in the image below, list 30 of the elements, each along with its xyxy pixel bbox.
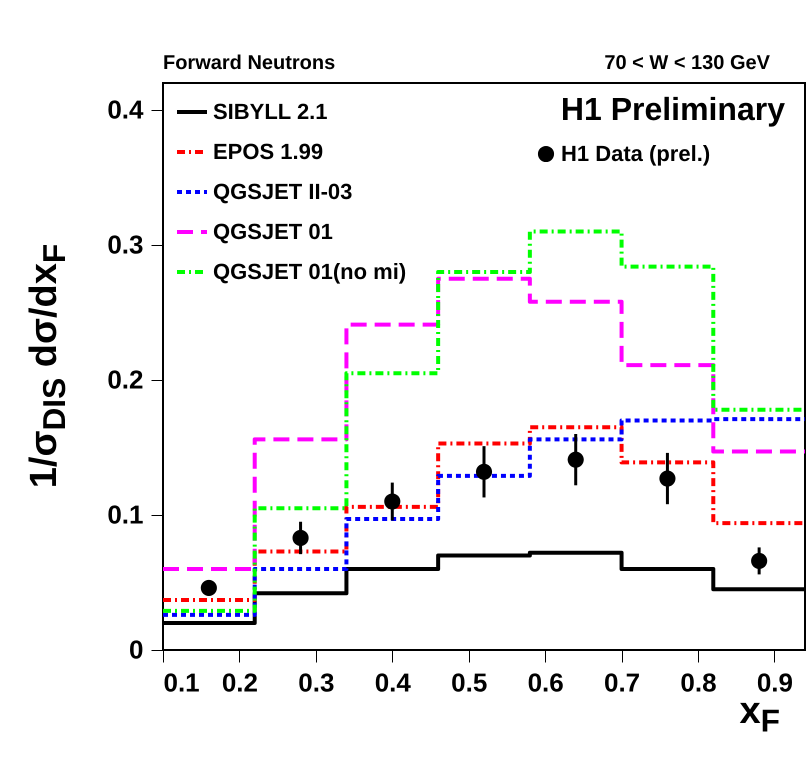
legend-label: H1 Data (prel.) [561,141,710,166]
annotation: H1 Preliminary [560,91,786,127]
x-tick-label: 0.4 [374,668,412,698]
x-tick-label: 0.5 [451,668,488,698]
y-tick-label: 0.1 [107,500,144,530]
x-tick-label: 0.9 [756,668,794,698]
point [659,470,676,487]
point [476,464,492,480]
x-tick-label: 0.3 [298,668,334,698]
legend-label: EPOS 1.99 [213,139,324,164]
chart-title: Forward Neutrons [163,52,336,75]
y-tick-label: 0.2 [107,364,144,394]
x-tick-label: 0.8 [680,668,717,698]
point [568,452,584,468]
legend-label: QGSJET 01 [213,219,333,244]
y-tick-label: 0.3 [107,230,144,260]
y-tick-label: 0 [129,634,144,664]
legend-label: SIBYLL 2.1 [213,99,328,124]
x-tick-label: 0.6 [528,668,564,698]
point [384,493,400,510]
x-tick-label: 0.1 [164,668,200,698]
point [751,552,768,569]
y-tick-label: 0.4 [107,94,144,124]
legend-label: QGSJET II-03 [213,179,352,204]
point [200,580,217,596]
x-tick-label: 0.7 [604,668,640,698]
x-tick-label: 0.2 [222,668,258,698]
chart-subtitle: 70 < W < 130 GeV [604,52,770,75]
point [292,530,309,546]
legend-label: QGSJET 01(no mi) [213,259,406,284]
